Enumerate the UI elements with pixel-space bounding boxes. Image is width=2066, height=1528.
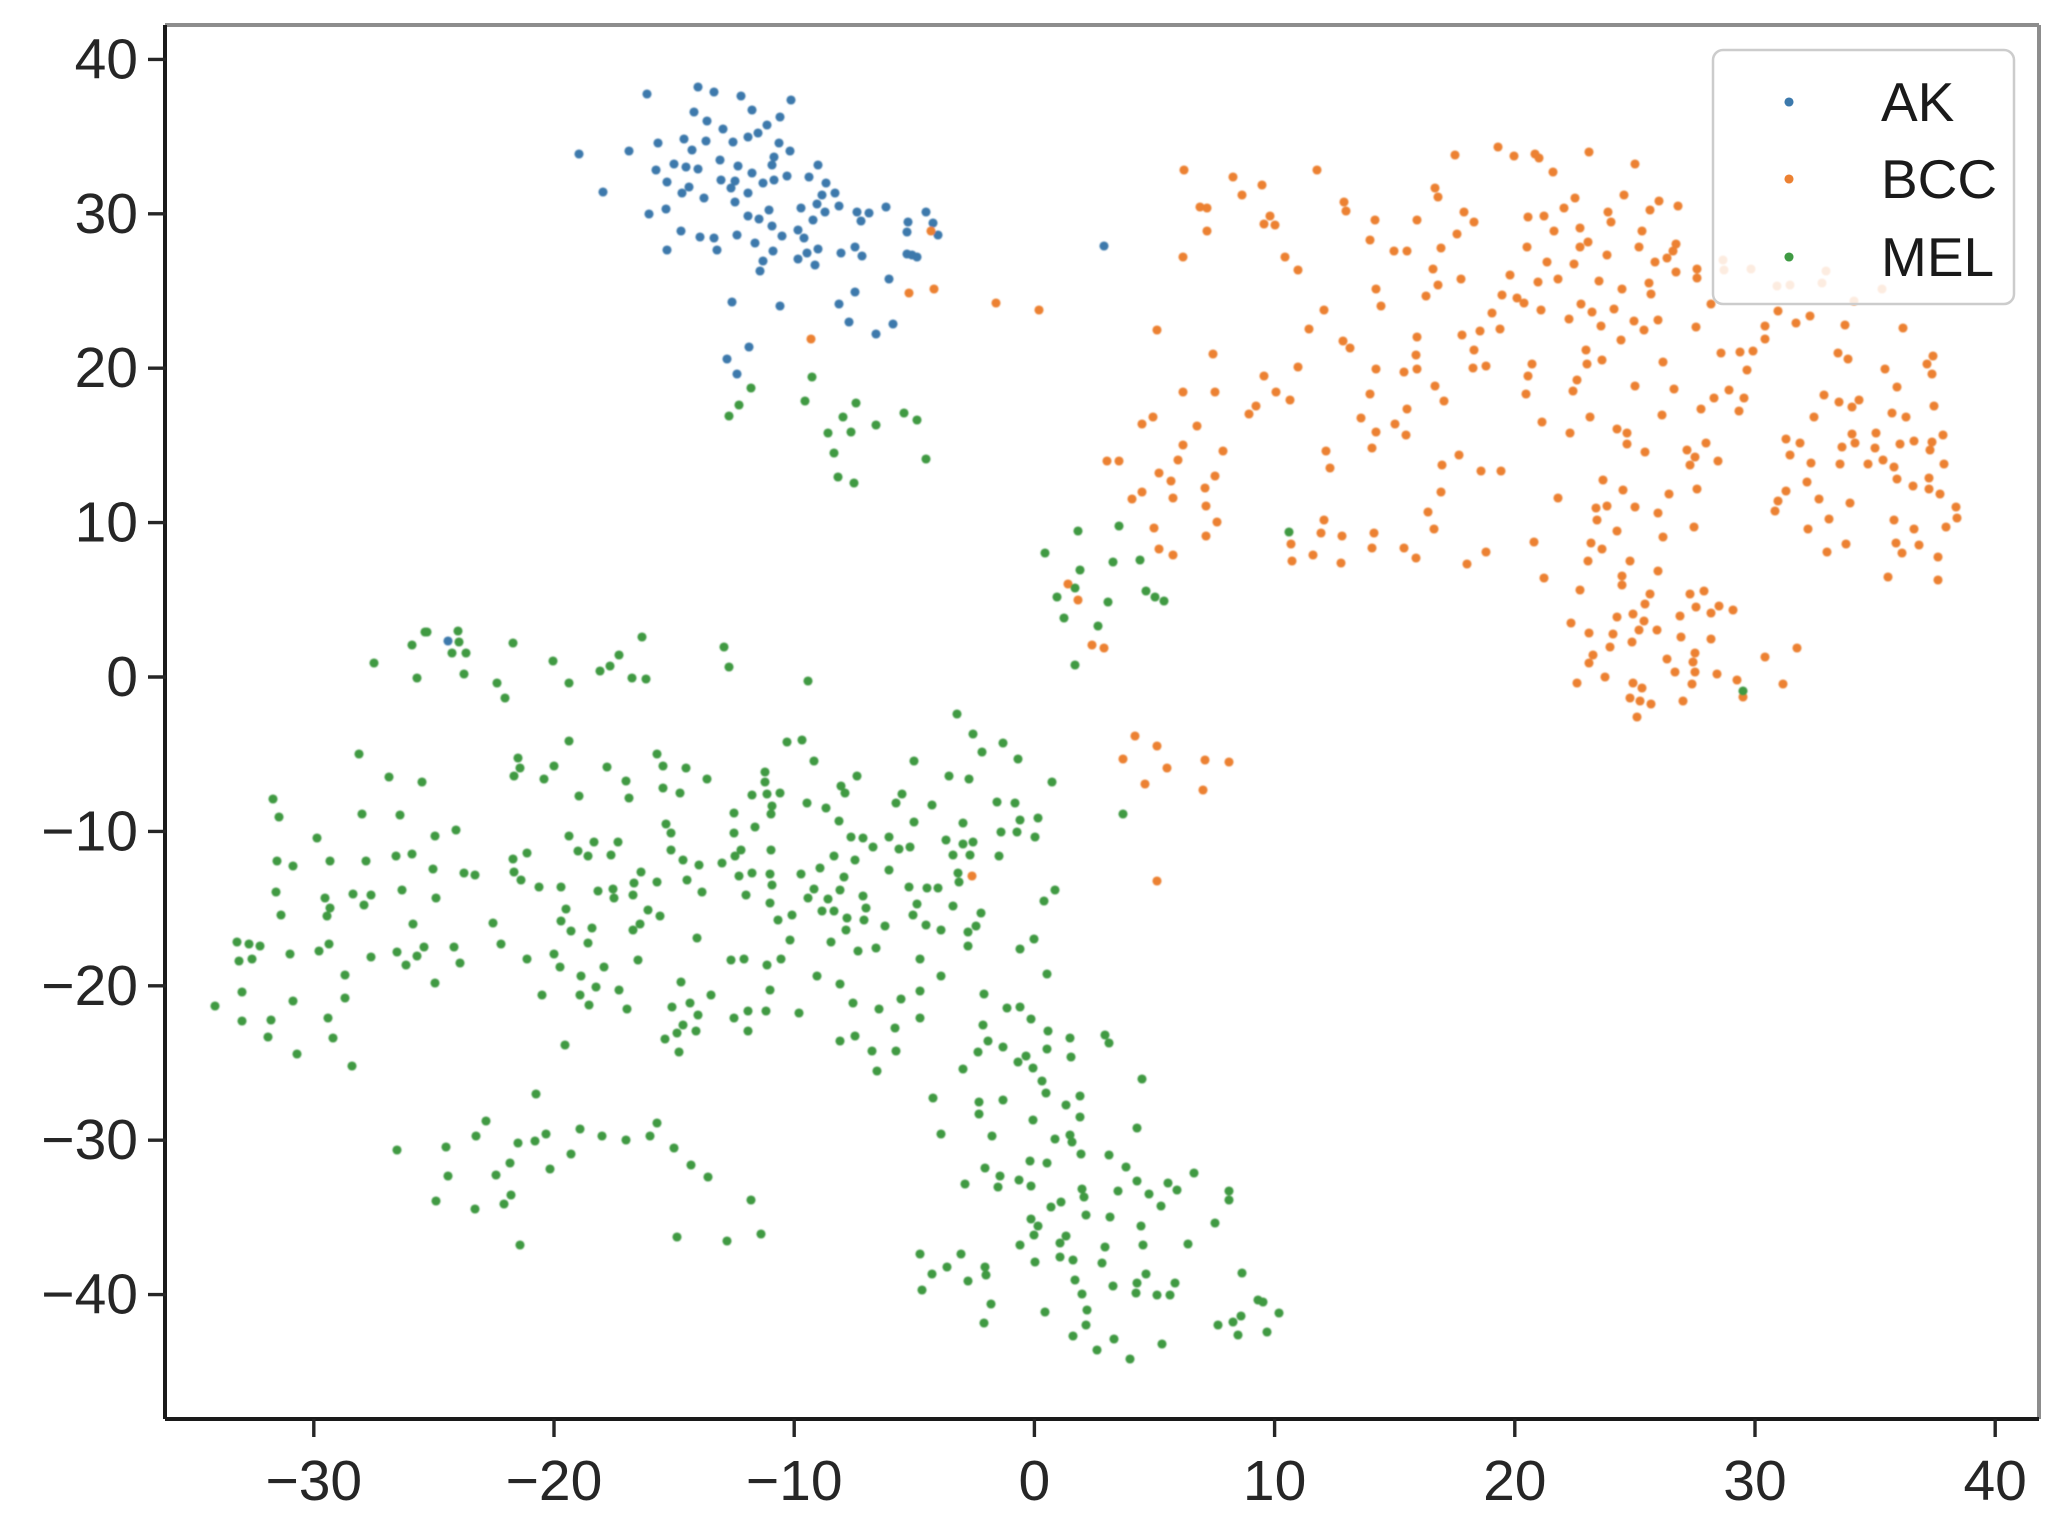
svg-text:−30: −30 [41,1108,138,1172]
svg-text:−10: −10 [41,799,138,863]
svg-text:40: 40 [1963,1449,2026,1513]
svg-text:20: 20 [75,336,138,400]
svg-text:0: 0 [1019,1449,1051,1513]
svg-text:−20: −20 [506,1449,603,1513]
svg-text:0: 0 [106,645,138,709]
svg-text:10: 10 [1243,1449,1306,1513]
svg-text:20: 20 [1483,1449,1546,1513]
svg-text:40: 40 [75,27,138,91]
svg-text:30: 30 [75,182,138,246]
svg-text:AK: AK [1881,71,1955,133]
svg-text:−40: −40 [41,1263,138,1327]
svg-text:−30: −30 [265,1449,362,1513]
svg-text:−20: −20 [41,954,138,1018]
svg-text:30: 30 [1723,1449,1786,1513]
svg-text:MEL: MEL [1881,226,1994,288]
svg-text:BCC: BCC [1881,148,1997,210]
svg-text:−10: −10 [746,1449,843,1513]
svg-text:10: 10 [75,491,138,555]
